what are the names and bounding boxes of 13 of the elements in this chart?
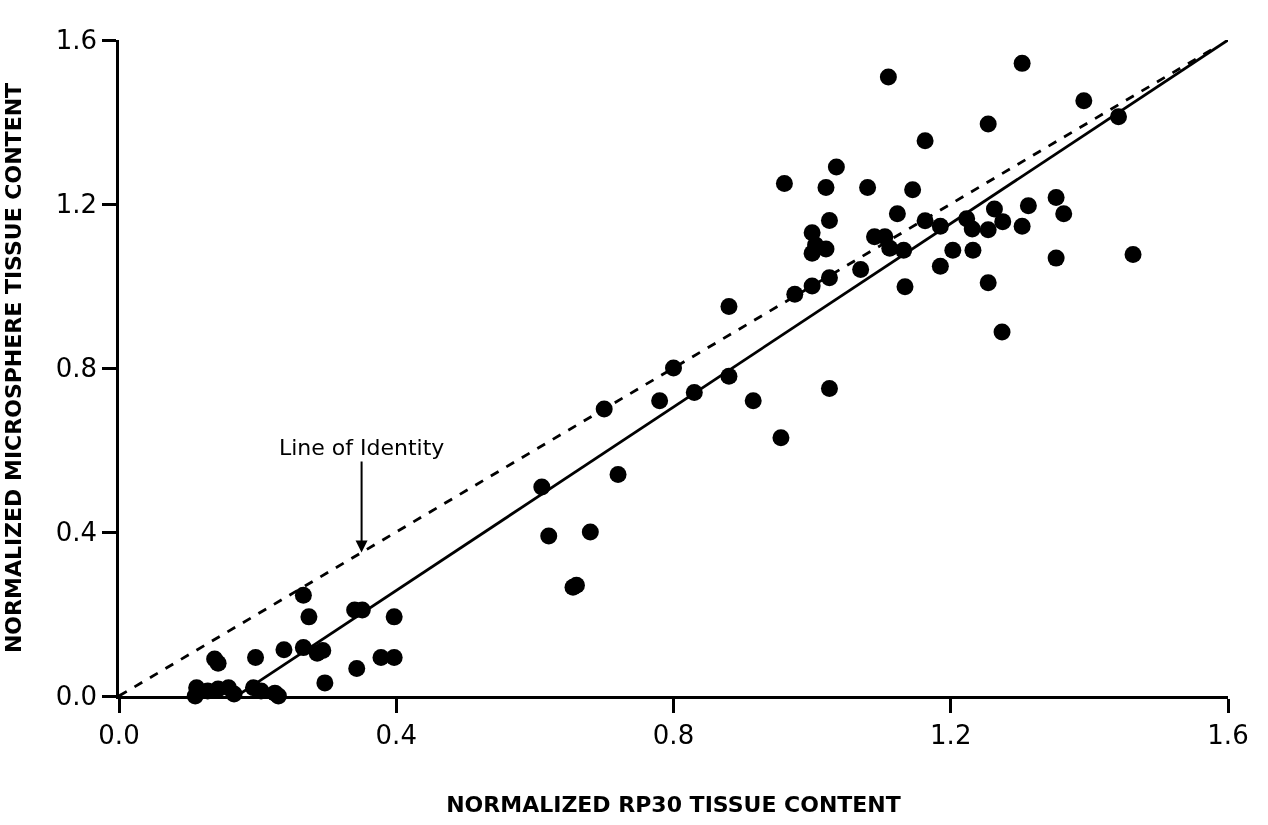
x-axis-title: NORMALIZED RP30 TISSUE CONTENT <box>446 791 901 817</box>
y-tick-label: 0.4 <box>55 517 98 548</box>
x-tick-label: 0.0 <box>98 719 140 750</box>
x-tick-label: 0.8 <box>652 719 695 750</box>
annotation: Line of Identity <box>279 435 445 460</box>
x-tick-label: 1.2 <box>930 719 972 750</box>
y-tick-label: 1.6 <box>55 25 98 56</box>
y-tick-label: 0.8 <box>55 353 98 384</box>
y-tick-label: 0.0 <box>55 681 98 712</box>
x-tick-label: 0.4 <box>375 719 417 750</box>
x-tick-label: 1.6 <box>1207 719 1249 750</box>
y-axis-title: NORMALIZED MICROSPHERE TISSUE CONTENT <box>1 82 27 654</box>
y-tick-label: 1.2 <box>55 189 98 220</box>
